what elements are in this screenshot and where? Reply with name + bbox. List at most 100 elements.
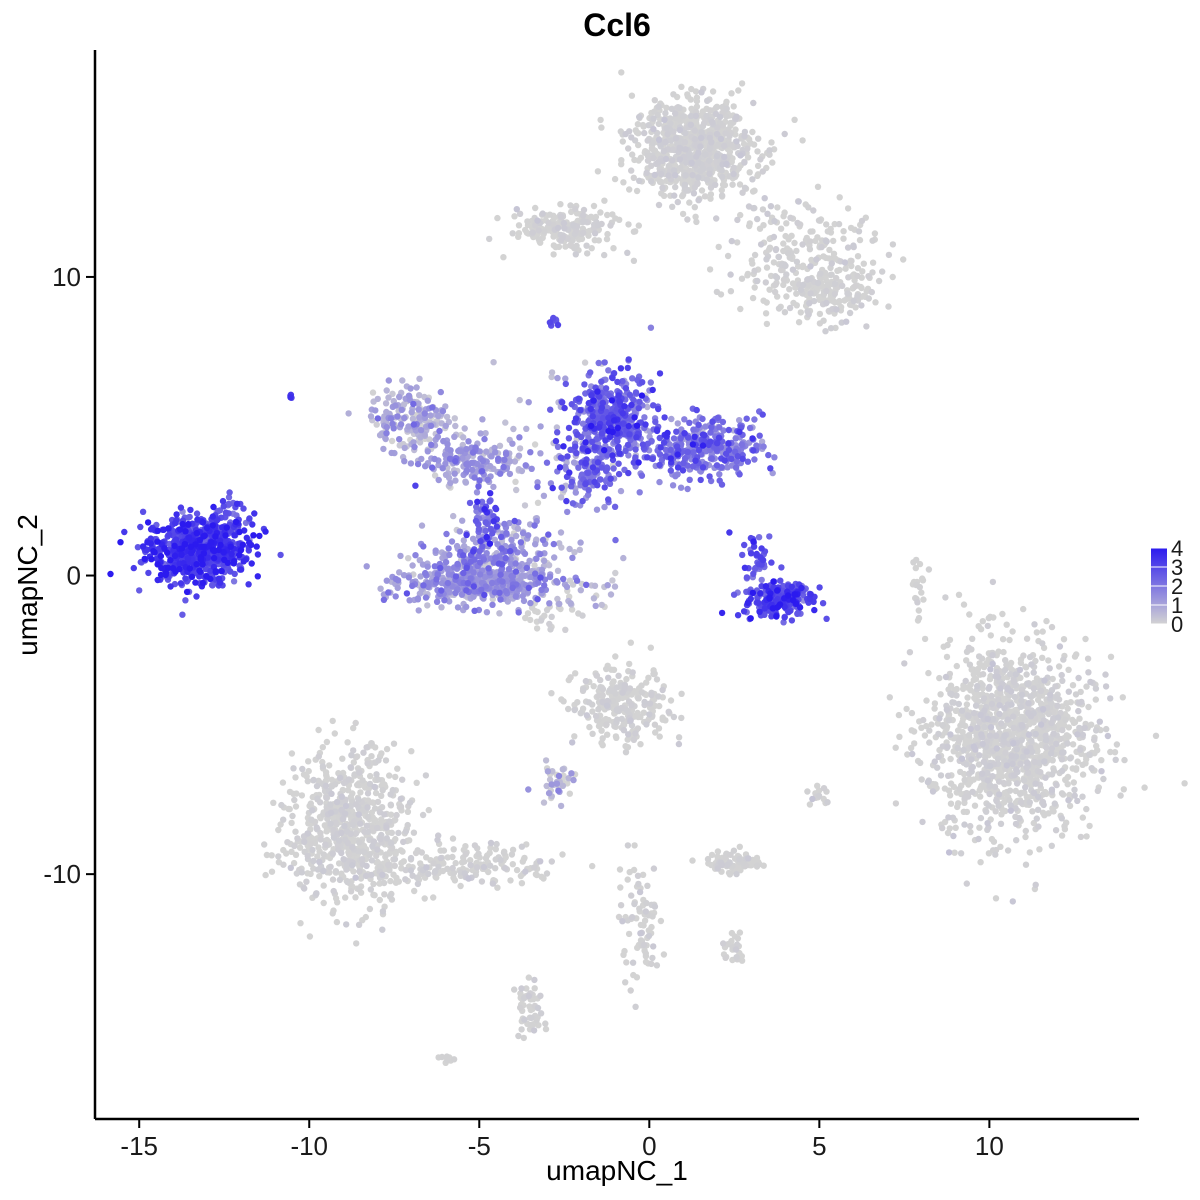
cell-point bbox=[757, 241, 765, 248]
cell-point bbox=[799, 241, 806, 248]
cell-point bbox=[292, 828, 299, 835]
cell-point bbox=[966, 611, 973, 618]
cell-point bbox=[1085, 703, 1092, 711]
cell-point bbox=[357, 789, 364, 796]
cell-point bbox=[1043, 744, 1050, 751]
cell-point bbox=[404, 821, 411, 829]
cell-point bbox=[341, 822, 348, 830]
cell-point bbox=[650, 670, 657, 678]
cell-point bbox=[728, 237, 735, 245]
cell-point bbox=[734, 216, 741, 224]
cell-point bbox=[483, 609, 491, 616]
cell-point bbox=[1083, 833, 1090, 840]
cell-point bbox=[786, 286, 793, 293]
cell-point bbox=[814, 234, 821, 241]
cell-point bbox=[954, 744, 961, 752]
cell-point bbox=[357, 820, 364, 827]
cell-point bbox=[1019, 753, 1027, 760]
cell-point bbox=[550, 251, 557, 258]
cell-point bbox=[609, 577, 616, 584]
cell-point bbox=[728, 90, 735, 97]
cell-point bbox=[291, 796, 298, 804]
cell-point bbox=[920, 716, 927, 724]
cell-point bbox=[676, 156, 684, 163]
cell-point bbox=[424, 397, 431, 404]
cell-point bbox=[524, 610, 532, 617]
cell-point bbox=[781, 309, 789, 316]
cell-point bbox=[957, 768, 964, 776]
cell-point bbox=[399, 848, 406, 855]
cell-point bbox=[365, 813, 372, 821]
cell-point bbox=[556, 540, 563, 547]
cell-point bbox=[712, 104, 720, 111]
cell-point bbox=[995, 778, 1003, 785]
cell-point bbox=[949, 699, 956, 706]
cell-point bbox=[508, 851, 516, 858]
cell-point bbox=[313, 824, 320, 831]
cell-point bbox=[948, 690, 955, 698]
cell-point bbox=[1008, 752, 1015, 759]
cell-point bbox=[1120, 786, 1128, 793]
cell-point bbox=[1066, 802, 1074, 810]
cell-point bbox=[582, 677, 590, 685]
cell-point bbox=[530, 1027, 538, 1034]
cell-point bbox=[806, 246, 814, 253]
cell-point bbox=[1006, 796, 1013, 804]
cell-point bbox=[1006, 787, 1014, 794]
cell-point bbox=[680, 113, 687, 120]
cell-point bbox=[399, 377, 406, 384]
cell-point bbox=[648, 691, 655, 699]
cell-point bbox=[757, 156, 764, 163]
cell-point bbox=[806, 801, 814, 808]
cell-point bbox=[559, 234, 566, 241]
points-layer bbox=[107, 69, 1188, 1067]
cell-point bbox=[1007, 671, 1014, 678]
cell-point bbox=[601, 197, 608, 204]
cell-point bbox=[978, 731, 985, 738]
cell-point bbox=[684, 216, 691, 223]
cell-point bbox=[603, 721, 610, 728]
cell-point bbox=[704, 855, 712, 863]
cell-point bbox=[762, 279, 769, 286]
cell-point bbox=[347, 764, 354, 771]
cell-point bbox=[807, 228, 814, 235]
cell-point bbox=[444, 865, 451, 872]
cell-point bbox=[548, 781, 555, 788]
cell-point bbox=[352, 894, 359, 901]
cell-point bbox=[542, 1020, 549, 1027]
cell-point bbox=[388, 840, 395, 847]
cell-point bbox=[885, 251, 893, 259]
cell-point bbox=[562, 626, 569, 633]
cell-point bbox=[570, 459, 578, 466]
cell-point bbox=[1006, 636, 1013, 644]
cell-point bbox=[635, 141, 642, 149]
cell-point bbox=[315, 844, 322, 851]
cell-point bbox=[729, 181, 736, 188]
cell-point bbox=[847, 224, 855, 232]
cell-point bbox=[1030, 685, 1038, 692]
cell-point bbox=[388, 437, 396, 445]
cell-point bbox=[385, 394, 392, 401]
cell-point bbox=[931, 700, 939, 707]
cell-point bbox=[287, 864, 294, 871]
cell-point bbox=[961, 776, 968, 784]
cell-point bbox=[531, 441, 539, 448]
cell-point bbox=[641, 129, 648, 137]
cell-point bbox=[736, 843, 743, 850]
cell-point bbox=[916, 583, 923, 591]
cell-point bbox=[1023, 635, 1031, 642]
cell-point bbox=[944, 743, 951, 750]
cell-point bbox=[377, 585, 384, 592]
cell-point bbox=[348, 752, 355, 759]
cell-point bbox=[532, 204, 539, 212]
cell-point bbox=[977, 793, 984, 800]
cell-point bbox=[852, 282, 859, 290]
cell-point bbox=[804, 276, 811, 283]
cell-point bbox=[449, 864, 456, 872]
cell-point bbox=[1048, 786, 1056, 793]
cell-point bbox=[676, 126, 684, 134]
cell-point bbox=[516, 445, 524, 452]
cell-point bbox=[769, 159, 776, 166]
cell-point bbox=[739, 189, 746, 196]
cell-point bbox=[737, 152, 744, 159]
